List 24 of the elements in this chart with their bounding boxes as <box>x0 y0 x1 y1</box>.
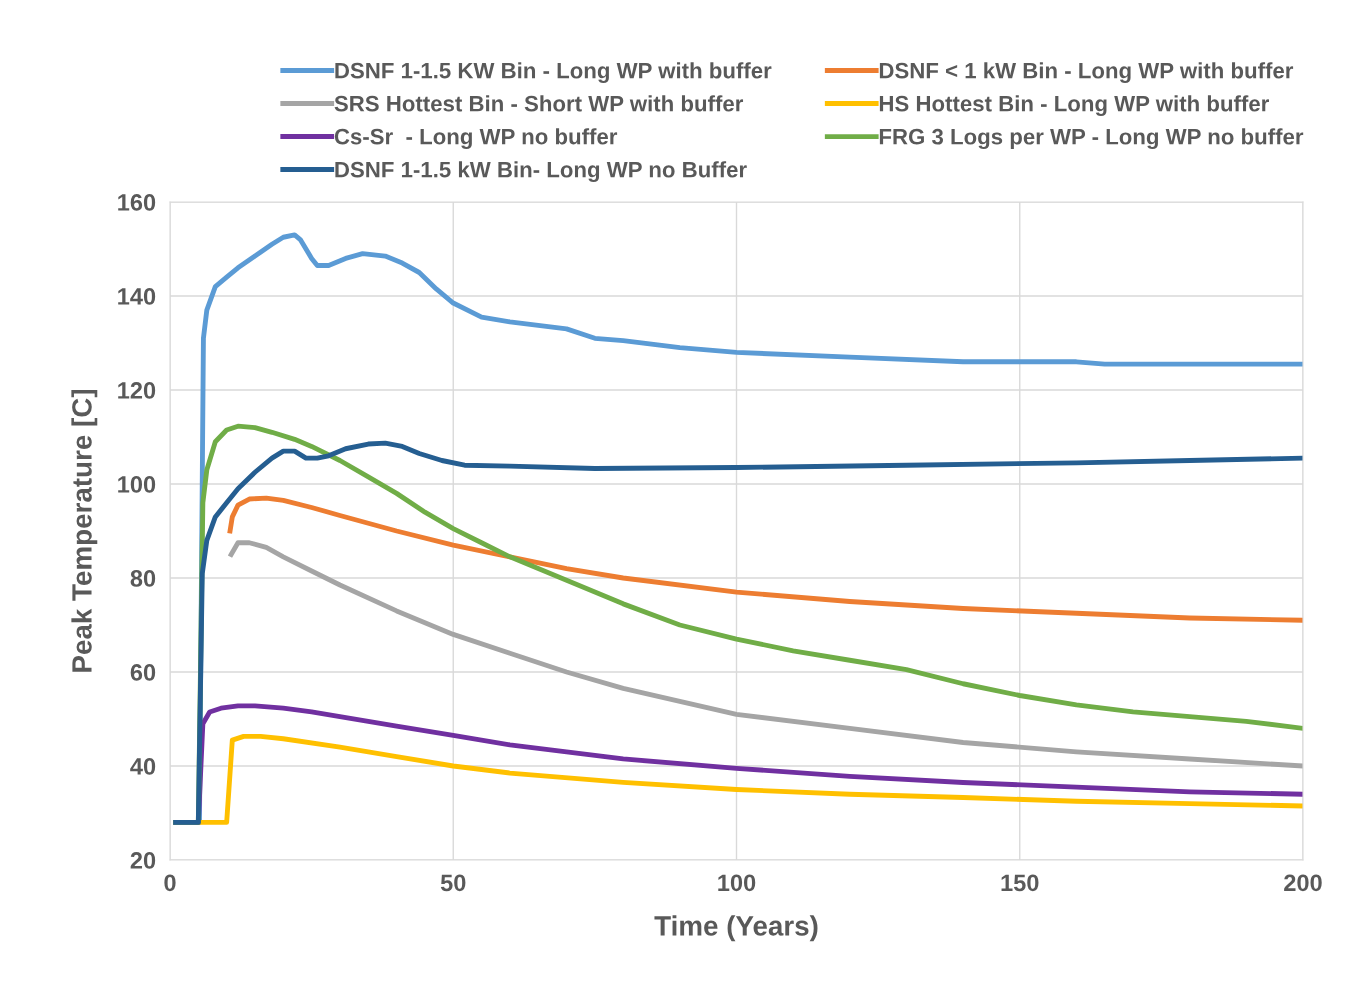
legend-label: HS Hottest Bin - Long WP with buffer <box>879 95 1269 117</box>
y-tick-label: 120 <box>118 382 156 399</box>
legend-label: DSNF 1-1.5 KW Bin - Long WP with buffer <box>335 62 772 83</box>
legend-label: DSNF 1-1.5 kW Bin- Long WP no Buffer <box>335 161 747 182</box>
legend-label: Cs-Sr - Long WP no buffer <box>334 128 618 149</box>
y-tick-label: 40 <box>130 758 156 775</box>
x-tick-label: 0 <box>164 874 176 892</box>
y-tick-label: 140 <box>118 288 156 305</box>
line-series <box>227 495 1303 623</box>
x-tick-label: 200 <box>1284 874 1322 892</box>
x-tick-label: 50 <box>440 874 466 892</box>
x-axis-title: Time (Years) <box>654 915 818 942</box>
legend-label: SRS Hottest Bin - Short WP with buffer <box>334 95 744 112</box>
y-tick-label: 20 <box>130 852 156 869</box>
y-tick-label: 100 <box>118 476 156 493</box>
y-tick-label: 60 <box>130 664 156 681</box>
y-tick-label: 160 <box>118 194 156 211</box>
y-axis-title: Peak Temperature [C] <box>71 390 98 672</box>
line-series <box>228 540 1303 769</box>
legend-label: FRG 3 Logs per WP - Long WP no buffer <box>879 128 1304 150</box>
x-tick-label: 100 <box>718 874 756 892</box>
x-tick-label: 150 <box>1001 874 1039 892</box>
y-tick-label: 80 <box>130 570 156 587</box>
legend-label: DSNF < 1 kW Bin - Long WP with buffer <box>879 62 1294 83</box>
